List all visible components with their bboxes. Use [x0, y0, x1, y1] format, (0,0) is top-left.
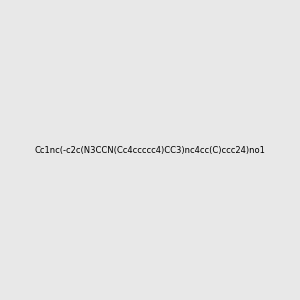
Text: Cc1nc(-c2c(N3CCN(Cc4ccccc4)CC3)nc4cc(C)ccc24)no1: Cc1nc(-c2c(N3CCN(Cc4ccccc4)CC3)nc4cc(C)c… — [34, 146, 266, 154]
